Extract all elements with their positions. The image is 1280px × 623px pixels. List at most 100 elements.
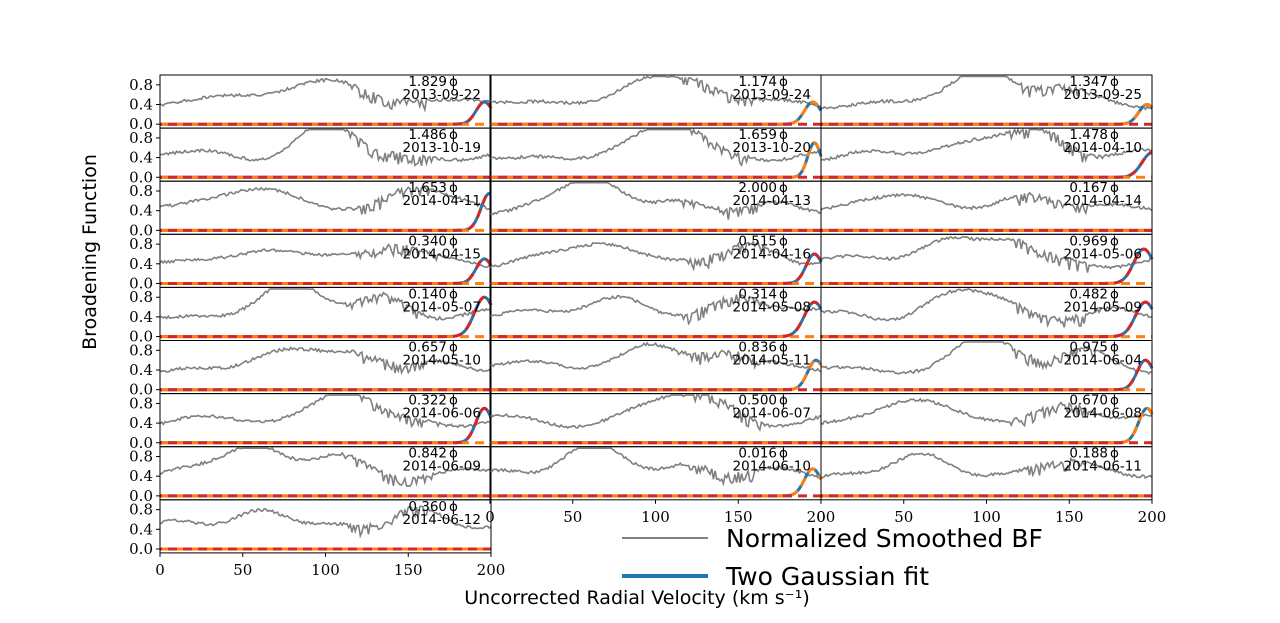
component2-line-2014-04-15 xyxy=(160,257,493,285)
bf-line-2014-04-14 xyxy=(820,191,1153,216)
phi-label-2014-04-15: ϕ xyxy=(449,233,458,249)
bf-line-2014-06-10 xyxy=(489,447,822,487)
x-tick-label-col1: 100 xyxy=(641,508,670,526)
phi-label-2013-09-22: ϕ xyxy=(449,74,458,90)
y-tick-label-2013-09-22: 0.4 xyxy=(129,96,153,114)
y-tick-label-2013-09-22: 0.0 xyxy=(129,115,153,133)
x-tick-label-col0: 0 xyxy=(155,561,165,579)
date-label-2014-04-10: 2014-04-10 xyxy=(1064,140,1142,156)
y-tick-label-2014-05-10: 0.0 xyxy=(129,381,153,399)
date-label-2014-06-06: 2014-06-06 xyxy=(403,406,481,422)
bf-line-2013-09-24 xyxy=(489,75,822,108)
phi-label-2014-06-10: ϕ xyxy=(779,446,788,462)
fit-line-2014-04-15 xyxy=(160,257,493,285)
bf-line-2013-10-20 xyxy=(490,127,822,167)
date-label-2014-04-15: 2014-04-15 xyxy=(403,246,481,262)
date-label-2014-06-08: 2014-06-08 xyxy=(1064,406,1142,422)
phase-label-2014-04-15: 0.340 xyxy=(408,233,447,249)
bf-line-2013-09-22 xyxy=(159,77,492,113)
phase-label-2014-04-13: 2.000 xyxy=(738,180,777,196)
y-tick-label-2014-04-11: 0.4 xyxy=(129,202,153,220)
phase-label-2013-10-19: 1.486 xyxy=(408,127,447,143)
date-label-2013-10-20: 2013-10-20 xyxy=(733,140,811,156)
bf-line-2014-05-06 xyxy=(820,235,1153,273)
phase-label-2014-06-09: 0.842 xyxy=(408,446,447,462)
y-tick-label-2014-04-11: 0.0 xyxy=(129,221,153,239)
fit-line-2014-04-10 xyxy=(821,151,1153,179)
x-tick-label-col1: 50 xyxy=(563,508,582,526)
y-tick-label-2014-04-15: 0.4 xyxy=(129,255,153,273)
date-label-2014-05-08: 2014-05-08 xyxy=(733,299,811,315)
phase-label-2014-06-10: 0.016 xyxy=(738,446,777,462)
bf-line-2014-05-09 xyxy=(821,288,1153,329)
bf-line-2014-04-11 xyxy=(159,186,492,215)
y-tick-label-2013-10-19: 0.4 xyxy=(129,149,153,167)
phase-label-2013-09-25: 1.347 xyxy=(1069,74,1108,90)
y-axis-label: Broadening Function xyxy=(79,154,101,350)
phi-label-2013-10-20: ϕ xyxy=(779,127,788,143)
component1-line-2013-09-24 xyxy=(490,100,823,126)
date-label-2014-05-07: 2014-05-07 xyxy=(403,299,481,315)
phi-label-2014-04-11: ϕ xyxy=(449,180,458,196)
date-label-2014-05-06: 2014-05-06 xyxy=(1064,246,1142,262)
phase-label-2014-06-07: 0.500 xyxy=(738,393,777,409)
phi-label-2014-04-16: ϕ xyxy=(779,233,788,249)
bf-line-2014-04-15 xyxy=(159,243,492,269)
component2-line-2014-06-04 xyxy=(821,358,1154,392)
x-tick-label-col1: 200 xyxy=(807,508,836,526)
phi-label-2014-05-08: ϕ xyxy=(779,286,788,302)
fit-line-2013-09-25 xyxy=(821,102,1154,126)
date-label-2014-05-09: 2014-05-09 xyxy=(1064,299,1142,315)
date-label-2014-06-11: 2014-06-11 xyxy=(1064,459,1142,475)
y-tick-label-2014-06-06: 0.0 xyxy=(129,434,153,452)
bf-line-2014-06-08 xyxy=(820,397,1153,428)
phi-label-2014-05-10: ϕ xyxy=(449,340,458,356)
bf-line-2014-04-16 xyxy=(489,240,822,272)
phi-label-2014-06-07: ϕ xyxy=(779,393,788,409)
y-tick-label-2014-06-12: 0.0 xyxy=(129,540,153,558)
phase-label-2014-05-10: 0.657 xyxy=(408,340,447,356)
y-tick-label-2014-06-09: 0.0 xyxy=(129,487,153,505)
component2-line-2014-04-11 xyxy=(160,191,492,232)
phi-label-2014-04-14: ϕ xyxy=(1110,180,1119,196)
bf-line-2014-06-07 xyxy=(489,394,822,432)
component2-line-2014-05-08 xyxy=(490,300,823,339)
component1-line-2013-09-25 xyxy=(821,102,1154,126)
fit-line-2013-09-24 xyxy=(490,100,823,126)
phase-label-2014-05-08: 0.314 xyxy=(738,286,777,302)
phi-label-2013-09-25: ϕ xyxy=(1110,74,1119,90)
bf-line-2014-04-10 xyxy=(820,127,1153,163)
component2-line-2014-05-06 xyxy=(821,247,1154,285)
y-tick-label-2013-09-22: 0.8 xyxy=(129,76,153,94)
phi-label-2014-05-07: ϕ xyxy=(449,286,458,302)
phi-label-2014-04-13: ϕ xyxy=(779,180,788,196)
y-tick-label-2014-06-09: 0.8 xyxy=(129,448,153,466)
y-tick-label-2013-10-19: 0.8 xyxy=(129,129,153,147)
component2-line-2014-06-06 xyxy=(160,406,493,445)
component2-line-2014-05-09 xyxy=(821,300,1154,339)
phi-label-2013-09-24: ϕ xyxy=(779,74,788,90)
x-tick-label-col0: 50 xyxy=(233,561,252,579)
phase-label-2013-10-20: 1.659 xyxy=(738,127,777,143)
phase-label-2014-05-11: 0.836 xyxy=(738,340,777,356)
phase-label-2014-04-11: 1.653 xyxy=(408,180,447,196)
phi-label-2013-10-19: ϕ xyxy=(449,127,458,143)
y-tick-label-2014-05-07: 0.0 xyxy=(129,328,153,346)
x-tick-label-col2: 200 xyxy=(1138,508,1167,526)
